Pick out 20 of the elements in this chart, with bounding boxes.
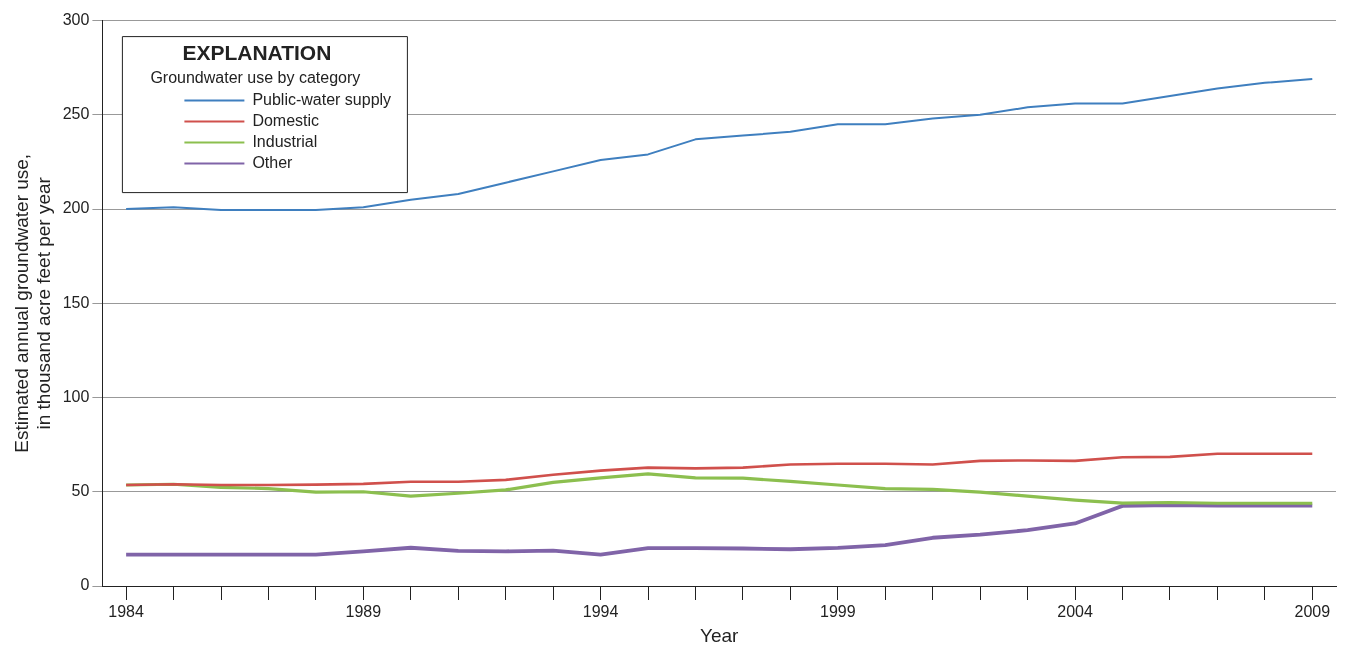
legend-label: Other	[252, 154, 294, 172]
y-tick-label: 200	[62, 199, 90, 217]
x-tick-label: 1999	[820, 603, 856, 621]
x-tick-label: 1984	[108, 603, 145, 621]
x-tick-label: 2004	[1057, 603, 1093, 621]
y-tick-label: 50	[71, 482, 90, 500]
y-tick-label: 0	[80, 576, 90, 594]
legend-label: Public-water supply	[252, 91, 392, 109]
legend-label: Domestic	[252, 112, 320, 130]
legend-title: EXPLANATION Groundwater use by category	[150, 41, 361, 87]
y-tick-label: 150	[62, 293, 90, 311]
x-axis-title: Year	[700, 624, 740, 646]
y-tick-label: 300	[62, 11, 90, 29]
legend-label: Industrial	[252, 133, 318, 151]
x-tick-label: 2009	[1294, 603, 1331, 621]
y-tick-label: 250	[62, 105, 90, 123]
x-tick-label: 1989	[345, 603, 382, 621]
y-axis-title: Estimated annual groundwater use, in thousand acre feet per year	[11, 153, 55, 453]
x-tick-label: 1994	[582, 603, 619, 621]
y-tick-label: 100	[62, 387, 90, 405]
